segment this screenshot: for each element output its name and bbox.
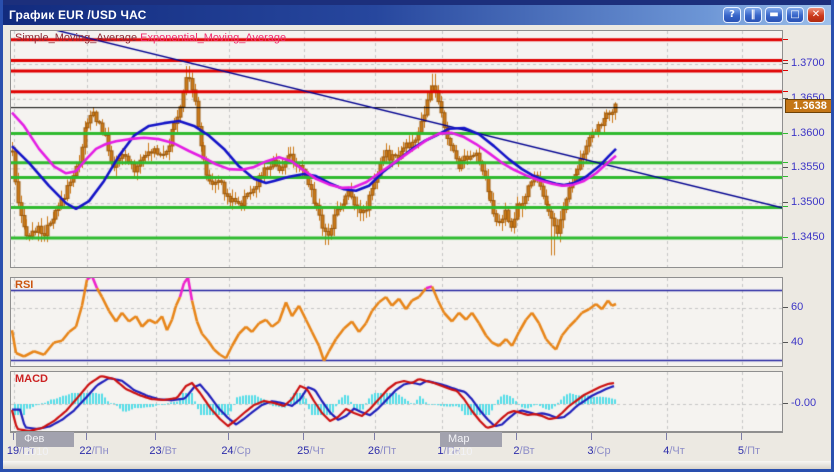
axis-tick (783, 59, 788, 61)
rsi-label: RSI (15, 279, 34, 291)
rsi-level-label: 40 (791, 335, 804, 348)
date-number: 22 (79, 445, 92, 457)
date-number: 1 (437, 445, 444, 457)
rsi-level-label: 60 (791, 300, 804, 313)
date-weekday: /Пт (744, 445, 761, 457)
axis-tick (783, 161, 788, 163)
maximize-button[interactable]: □ (786, 7, 804, 23)
macd-panel: MACD (10, 371, 783, 432)
axis-tick (783, 206, 788, 208)
macd-canvas[interactable] (11, 372, 782, 431)
date-weekday: /Ср (593, 445, 611, 457)
time-tick (303, 433, 304, 440)
window-top-strip (3, 0, 831, 5)
date-label: 2/Вт (513, 445, 534, 457)
time-tick (86, 433, 87, 440)
current-price-badge: 1.3638 (785, 99, 831, 114)
time-tick (155, 433, 156, 440)
date-weekday: /Пт (380, 445, 397, 457)
axis-tick (783, 176, 788, 178)
price-label: 1.3500 (791, 196, 825, 209)
rsi-canvas[interactable] (11, 278, 782, 366)
date-label: 25/Чт (297, 445, 325, 457)
date-label: 19/Пт (7, 445, 35, 457)
time-tick (741, 433, 742, 440)
date-label: 1/Пн (437, 445, 460, 457)
time-tick (228, 433, 229, 440)
date-number: 25 (297, 445, 310, 457)
time-tick (374, 433, 375, 440)
date-number: 2 (513, 445, 520, 457)
axis-tick (783, 90, 788, 92)
axis-tick (783, 97, 788, 99)
window-title: График EUR /USD ЧАС (9, 8, 147, 22)
axis-tick (783, 403, 788, 404)
date-number: 19 (6, 445, 20, 457)
macd-level-label: -0.00 (791, 397, 817, 409)
date-label: 22/Пн (79, 445, 108, 457)
pause-button[interactable]: ‖ (744, 7, 762, 23)
axis-tick (783, 306, 788, 308)
date-label: 4/Чт (663, 445, 685, 457)
time-axis-baseline (10, 432, 783, 433)
time-tick (591, 433, 592, 440)
date-number: 23 (149, 445, 162, 457)
date-weekday: /Чт (669, 445, 685, 457)
time-tick (666, 433, 667, 440)
axis-tick (783, 69, 788, 71)
window-bottom-strip (3, 461, 831, 469)
time-tick (13, 433, 14, 440)
axis-tick (783, 202, 788, 204)
axis-tick (783, 167, 788, 169)
date-weekday: /Вт (161, 445, 177, 457)
axis-tick (783, 132, 788, 134)
axis-tick (783, 341, 788, 343)
date-number: 3 (587, 445, 594, 457)
date-label: 3/Ср (587, 445, 610, 457)
axis-tick (783, 237, 788, 238)
axis-tick (783, 63, 788, 64)
window-controls: ? ‖ ▬ □ ✕ (723, 7, 825, 23)
sma-legend-label: Simple_Moving_Average (15, 32, 138, 44)
price-label: 1.3600 (791, 126, 825, 139)
month-badge: Фев 2010 (16, 432, 74, 458)
date-label: 24/Ср (221, 445, 250, 457)
rsi-panel: RSI (10, 277, 783, 367)
ema-legend-label: Exponential_Moving_Average (140, 32, 287, 44)
date-number: 5 (737, 445, 745, 457)
date-label: 5/Пт (738, 445, 760, 457)
chart-client-area: Simple_Moving_Average Exponential_Moving… (3, 25, 831, 469)
time-tick (516, 433, 517, 440)
date-weekday: /Чт (309, 445, 325, 457)
date-number: 24 (221, 445, 234, 457)
price-chart-panel: Simple_Moving_Average Exponential_Moving… (10, 30, 783, 268)
date-weekday: /Пт (19, 445, 35, 457)
price-label: 1.3450 (791, 231, 825, 243)
date-number: 26 (367, 445, 381, 457)
date-weekday: /Вт (519, 445, 535, 457)
indicator-legend: Simple_Moving_Average Exponential_Moving… (15, 32, 286, 44)
date-label: 23/Вт (149, 445, 176, 457)
price-label: 1.3550 (791, 161, 825, 174)
close-button[interactable]: ✕ (807, 7, 825, 23)
title-bar[interactable]: График EUR /USD ЧАС ? ‖ ▬ □ ✕ (3, 5, 831, 25)
help-button[interactable]: ? (723, 7, 741, 23)
date-number: 4 (663, 445, 670, 457)
date-weekday: /Ср (233, 445, 251, 457)
axis-tick (783, 38, 788, 40)
minimize-button[interactable]: ▬ (765, 7, 783, 23)
price-chart-canvas[interactable] (11, 31, 782, 267)
date-label: 26/Пт (368, 445, 396, 457)
price-label: 1.3700 (791, 57, 825, 69)
date-weekday: /Пн (91, 445, 109, 457)
date-weekday: /Пн (444, 445, 461, 457)
time-axis: 19/Пт22/Пн23/Вт24/Ср25/Чт26/Пт1/Пн2/Вт3/… (3, 432, 831, 469)
month-badge: Мар 2010 (440, 432, 502, 458)
macd-label: MACD (15, 373, 48, 385)
